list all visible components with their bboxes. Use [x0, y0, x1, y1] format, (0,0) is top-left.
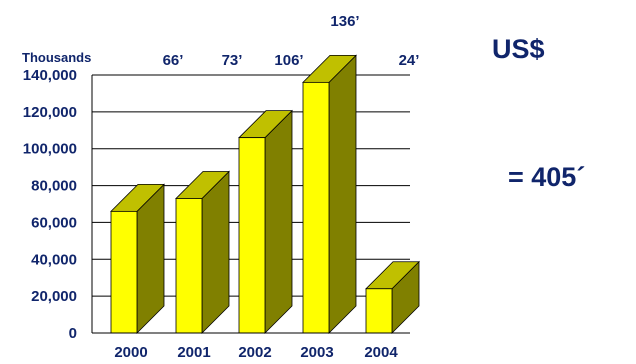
y-tick-label: 60,000	[31, 214, 77, 231]
bar-front-face	[110, 210, 138, 334]
x-tick-label: 2004	[364, 344, 398, 361]
total-label: = 405´	[508, 162, 585, 192]
bar-side-face	[201, 170, 230, 334]
y-axis-tick-labels: 0 20,000 40,000 60,000 80,000 100,000 120,000 1…	[23, 67, 77, 342]
data-label: 66’	[163, 52, 184, 69]
bar	[238, 109, 293, 334]
bar-front-face	[175, 198, 203, 334]
y-tick-label: 0	[69, 325, 77, 342]
y-tick-label: 20,000	[31, 288, 77, 305]
data-label: 24’	[399, 52, 420, 69]
bar	[365, 260, 420, 334]
bar-front-face	[365, 288, 393, 334]
data-label: 136’	[330, 13, 359, 30]
bar	[302, 54, 357, 334]
x-tick-label: 2003	[300, 344, 333, 361]
currency-label: US$	[492, 34, 545, 64]
data-label: 73’	[222, 52, 243, 69]
x-tick-label: 2002	[238, 344, 271, 361]
bar-front-face	[302, 81, 330, 334]
y-tick-label: 80,000	[31, 178, 77, 195]
bars	[92, 54, 420, 334]
y-tick-label: 120,000	[23, 104, 77, 121]
y-tick-label: 40,000	[31, 251, 77, 268]
y-axis-units-label: Thousands	[22, 50, 91, 65]
data-labels: 66’ 73’ 106’ 136’ 24’	[163, 13, 420, 69]
bar	[175, 170, 230, 334]
x-tick-label: 2000	[114, 344, 147, 361]
bar	[110, 183, 165, 334]
bar-side-face	[264, 109, 293, 334]
bar-side-face	[328, 54, 357, 334]
y-tick-label: 100,000	[23, 141, 77, 158]
data-label: 106’	[274, 52, 303, 69]
x-axis-tick-labels: 2000 2001 2002 2003 2004	[114, 344, 398, 361]
x-tick-label: 2001	[177, 344, 210, 361]
bar-front-face	[238, 137, 266, 334]
y-tick-label: 140,000	[23, 67, 77, 84]
